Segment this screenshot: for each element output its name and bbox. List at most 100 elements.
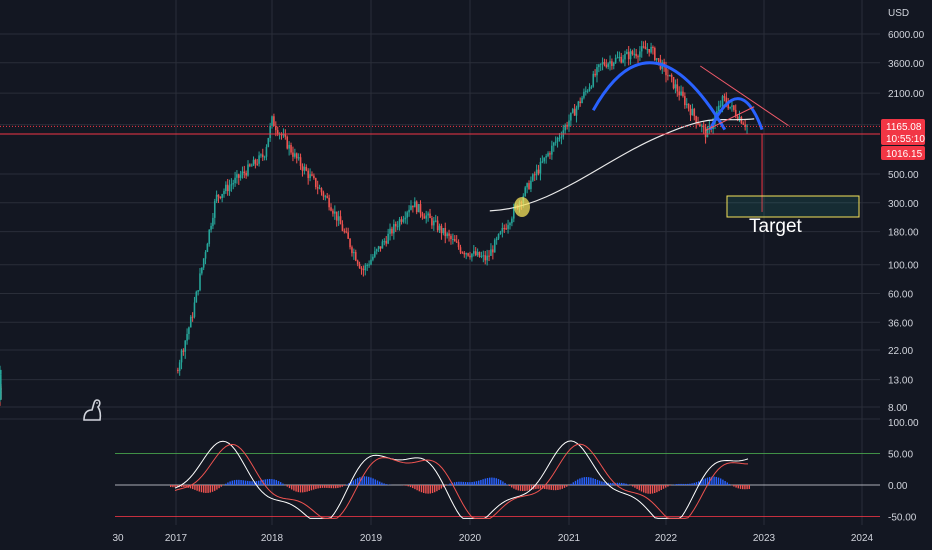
- candle-body: [575, 107, 578, 116]
- candle-body: [507, 225, 509, 229]
- osc-hist-bar: [464, 482, 467, 485]
- time-tick-label: 2024: [851, 533, 874, 544]
- candle-body: [738, 116, 741, 121]
- time-tick-label: 2021: [558, 533, 581, 544]
- osc-hist-bar: [363, 476, 365, 485]
- osc-hist-bar: [247, 480, 249, 485]
- time-axis[interactable]: 30 2017 2018 2019 2020 2021 2022 2023 2024: [112, 533, 873, 544]
- osc-hist-bar: [724, 480, 726, 485]
- candle-body: [415, 201, 418, 213]
- osc-hist-bar: [183, 485, 185, 488]
- candle-body: [178, 362, 181, 371]
- candle-body: [356, 260, 359, 264]
- candle-body: [349, 238, 351, 248]
- candle-body: [622, 59, 624, 63]
- osc-hist-bar: [506, 484, 508, 485]
- osc-hist-bar: [713, 476, 715, 485]
- osc-hist-bar: [585, 477, 588, 485]
- osc-hist-bar: [627, 484, 629, 485]
- candle-body: [723, 96, 726, 98]
- candle-body: [499, 231, 502, 234]
- osc-hist-bar: [656, 485, 658, 493]
- osc-hist-bar: [676, 484, 678, 485]
- candle-body: [614, 57, 617, 63]
- osc-hist-bar: [440, 485, 442, 489]
- candle-body: [501, 227, 504, 232]
- candle-body: [427, 213, 429, 216]
- candle-body: [334, 211, 336, 214]
- osc-hist-bar: [733, 485, 735, 487]
- osc-hist-bar: [539, 485, 541, 489]
- osc-hist-bar: [504, 482, 506, 485]
- osc-hist-bar: [548, 485, 550, 490]
- candle-body: [558, 137, 561, 139]
- osc-hist-bar: [220, 485, 222, 487]
- candle-body: [309, 174, 311, 179]
- candle-body: [459, 247, 462, 253]
- osc-hist-bar: [689, 483, 691, 485]
- candle-body: [330, 207, 332, 211]
- osc-hist-bar: [658, 485, 660, 492]
- candle-body: [648, 49, 651, 53]
- candle-body: [417, 203, 420, 213]
- candle-body: [217, 194, 220, 197]
- osc-hist-bar: [185, 485, 187, 488]
- candle-body: [633, 53, 636, 55]
- candle-body: [374, 251, 376, 257]
- candle-body: [197, 290, 199, 292]
- osc-hist-bar: [273, 479, 275, 485]
- osc-hist-bar: [207, 485, 209, 493]
- candle-body: [269, 125, 271, 139]
- candle-body: [695, 116, 697, 123]
- osc-hist-bar: [728, 483, 731, 485]
- osc-hist-bar: [486, 478, 489, 485]
- osc-hist-bar: [570, 483, 572, 485]
- osc-hist-bar: [319, 485, 321, 489]
- candle-body: [360, 268, 363, 270]
- candle-body: [232, 183, 235, 185]
- osc-hist-bar: [702, 479, 704, 485]
- osc-hist-bar: [372, 478, 374, 485]
- osc-hist-bar: [211, 485, 214, 492]
- osc-hist-bar: [431, 485, 434, 494]
- price-tick-label: 300.00: [888, 199, 919, 210]
- price-tick-label: 3600.00: [888, 59, 925, 70]
- candle-body: [725, 97, 728, 104]
- osc-hist-bar: [687, 483, 689, 485]
- osc-hist-bar: [460, 481, 462, 485]
- candle-body: [215, 194, 218, 202]
- candle-body: [680, 91, 682, 96]
- osc-hist-bar: [535, 485, 537, 490]
- candle-body: [665, 65, 667, 76]
- osc-hist-bar: [680, 483, 682, 485]
- osc-hist-bar: [227, 482, 229, 485]
- osc-hist-bar: [552, 485, 555, 491]
- price-tick-label: 13.00: [888, 376, 913, 387]
- osc-hist-bar: [744, 485, 746, 490]
- osc-hist-bar: [640, 485, 643, 492]
- time-tick-label: 2022: [655, 533, 678, 544]
- candle-body: [0, 394, 2, 399]
- candle-body: [639, 51, 641, 57]
- candle-body: [199, 273, 201, 291]
- drawings: [0, 61, 880, 218]
- time-tick-label: 2018: [261, 533, 284, 544]
- price-tick-label: 36.00: [888, 318, 913, 329]
- candle-body: [570, 112, 572, 121]
- candle-body: [247, 164, 249, 176]
- candle-body: [480, 256, 483, 258]
- osc-hist-bar: [299, 485, 302, 493]
- osc-hist-bar: [711, 476, 713, 485]
- candle-body: [379, 246, 382, 249]
- osc-hist-bar: [423, 485, 425, 493]
- osc-hist-bar: [515, 485, 517, 490]
- candle-body: [476, 251, 479, 256]
- candle-body: [372, 256, 374, 260]
- candle-body: [241, 171, 244, 176]
- candle-body: [282, 134, 285, 136]
- candle-body: [627, 51, 630, 60]
- osc-hist-bar: [170, 485, 172, 488]
- moving-average-line: [489, 118, 755, 212]
- osc-hist-bar: [665, 485, 667, 488]
